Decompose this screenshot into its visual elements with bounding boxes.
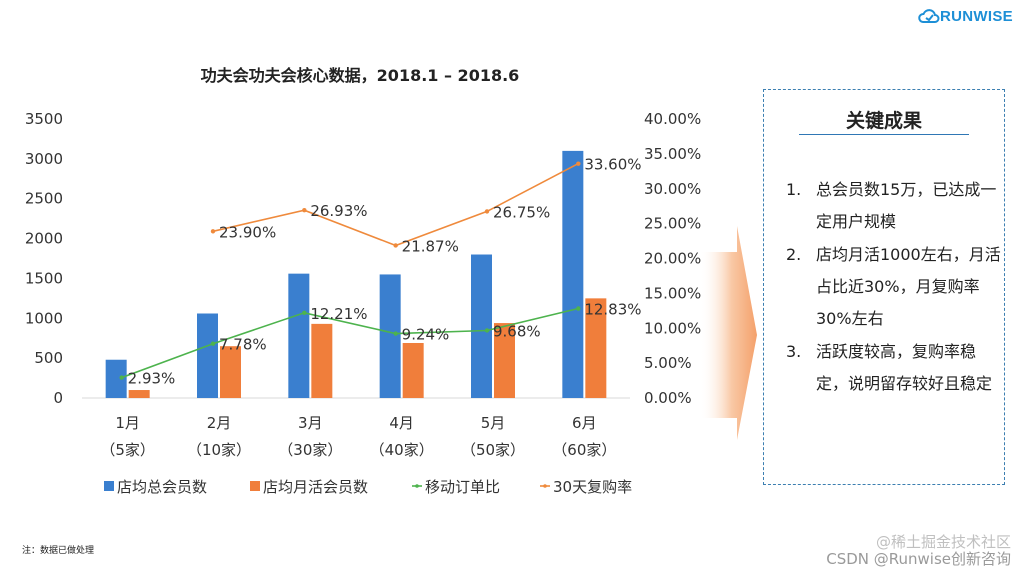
bar-total-members bbox=[562, 150, 584, 398]
right-axis-tick-label: 15.00% bbox=[644, 284, 701, 302]
key-results-title: 关键成果 bbox=[845, 110, 922, 132]
repurchase-rate-point bbox=[210, 229, 216, 234]
bar-active-members bbox=[128, 390, 150, 398]
chart-title: 功夫会功夫会核心数据，2018.1 – 2018.6 bbox=[200, 66, 520, 85]
list-item-text: 总会员数15万，已达成一定用户规模 bbox=[816, 180, 997, 231]
watermark: @稀土掘金技术社区 CSDN @Runwise创新咨询 bbox=[826, 534, 1011, 568]
data-label: 2.93% bbox=[128, 370, 176, 388]
repurchase-rate-point bbox=[484, 209, 490, 214]
x-axis-tick-label: 1月 bbox=[115, 414, 140, 432]
left-axis-tick-label: 500 bbox=[34, 349, 63, 367]
right-axis-tick-label: 20.00% bbox=[644, 250, 701, 268]
mobile-order-ratio-point bbox=[576, 306, 581, 311]
right-axis-tick-label: 0.00% bbox=[644, 389, 692, 407]
key-results-list: 1. 总会员数15万，已达成一定用户规模 2. 店均月活1000左右，月活占比近… bbox=[786, 174, 1001, 401]
mobile-order-ratio-point bbox=[302, 310, 307, 316]
legend-label: 30天复购率 bbox=[553, 478, 632, 496]
right-axis-tick-label: 30.00% bbox=[644, 180, 701, 198]
right-axis-tick-label: 10.00% bbox=[644, 319, 701, 337]
watermark-line2: CSDN @Runwise创新咨询 bbox=[826, 550, 1011, 568]
data-label: 7.78% bbox=[219, 336, 267, 354]
footnote: 注：数据已做处理 bbox=[22, 546, 95, 556]
bar-active-members bbox=[402, 342, 424, 398]
mobile-order-ratio-line bbox=[121, 307, 579, 379]
list-item: 2. 店均月活1000左右，月活占比近30%，月复购率30%左右 bbox=[786, 239, 1001, 335]
x-axis-tick-sublabel: （60家） bbox=[552, 441, 616, 459]
data-label: 26.93% bbox=[310, 202, 367, 220]
left-axis-tick-label: 3000 bbox=[25, 150, 63, 168]
repurchase-rate-point bbox=[576, 161, 581, 166]
list-item: 1. 总会员数15万，已达成一定用户规模 bbox=[786, 174, 1001, 238]
brand-logo: RUNWISE bbox=[918, 7, 1018, 29]
legend-label: 移动订单比 bbox=[425, 478, 500, 496]
legend-marker bbox=[543, 484, 547, 488]
mobile-order-ratio-point bbox=[119, 375, 124, 380]
x-axis-tick-sublabel: （5家） bbox=[100, 441, 155, 459]
list-item-number: 2. bbox=[786, 245, 802, 264]
core-data-chart: 0 500 1000 1500 2000 2500 3000 3500 0.00% 5.00% 10… bbox=[25, 110, 757, 496]
data-label: 23.90% bbox=[219, 223, 276, 241]
left-axis-tick-label: 2500 bbox=[25, 190, 63, 208]
left-axis-tick-label: 0 bbox=[53, 389, 63, 407]
mobile-order-ratio-point bbox=[393, 331, 398, 336]
brand-name: RUNWISE bbox=[940, 8, 1013, 25]
mobile-order-ratio-point bbox=[484, 328, 490, 333]
data-label: 12.83% bbox=[584, 301, 641, 319]
x-axis-tick-label: 6月 bbox=[572, 414, 597, 432]
data-label: 26.75% bbox=[493, 203, 550, 221]
list-item-text: 活跃度较高，复购率稳定，说明留存较好且稳定 bbox=[816, 342, 993, 393]
x-axis-tick-label: 5月 bbox=[481, 414, 506, 432]
left-axis-tick-label: 1000 bbox=[25, 309, 63, 327]
bar-active-members bbox=[585, 298, 607, 398]
list-item: 3. 活跃度较高，复购率稳定，说明留存较好且稳定 bbox=[786, 336, 1001, 400]
x-axis-tick-label: 4月 bbox=[389, 414, 414, 432]
left-axis-tick-label: 3500 bbox=[25, 110, 63, 128]
data-label: 9.68% bbox=[493, 322, 541, 340]
transition-arrow-icon bbox=[700, 226, 757, 440]
x-axis-tick-sublabel: （40家） bbox=[370, 441, 434, 459]
data-label: 33.60% bbox=[584, 156, 641, 174]
bar-active-members bbox=[220, 346, 241, 398]
data-label: 12.21% bbox=[310, 305, 367, 323]
legend-swatch bbox=[250, 481, 260, 491]
legend-label: 店均月活会员数 bbox=[263, 478, 368, 496]
x-axis-tick-label: 2月 bbox=[207, 414, 232, 432]
bar-total-members bbox=[288, 273, 310, 398]
data-label: 21.87% bbox=[402, 237, 459, 255]
key-results-panel: 关键成果 1. 总会员数15万，已达成一定用户规模 2. 店均月活1000左右，… bbox=[763, 89, 1005, 485]
repurchase-rate-point bbox=[393, 243, 398, 248]
bar-total-members bbox=[105, 359, 127, 398]
x-axis-tick-sublabel: （30家） bbox=[278, 441, 342, 459]
bar-total-members bbox=[197, 313, 218, 398]
bar-active-members bbox=[311, 323, 333, 398]
bar-total-members bbox=[379, 274, 401, 398]
watermark-line1: @稀土掘金技术社区 bbox=[875, 533, 1011, 551]
x-axis-tick-sublabel: （10家） bbox=[187, 441, 251, 459]
list-item-number: 3. bbox=[786, 342, 802, 361]
right-axis-tick-label: 5.00% bbox=[644, 354, 692, 372]
left-axis-tick-label: 2000 bbox=[25, 230, 63, 248]
mobile-order-ratio-point bbox=[210, 341, 216, 346]
data-label: 9.24% bbox=[402, 326, 450, 344]
repurchase-rate-point bbox=[302, 207, 307, 213]
x-axis-tick-label: 3月 bbox=[298, 414, 323, 432]
list-item-number: 1. bbox=[786, 180, 802, 199]
left-axis-tick-label: 1500 bbox=[25, 269, 63, 287]
legend-marker bbox=[415, 484, 419, 488]
right-axis-tick-label: 40.00% bbox=[644, 110, 701, 128]
list-item-text: 店均月活1000左右，月活占比近30%，月复购率30%左右 bbox=[816, 245, 1001, 328]
bar-active-members bbox=[494, 323, 515, 398]
cloud-logo-icon bbox=[918, 9, 940, 23]
legend-label: 店均总会员数 bbox=[117, 478, 207, 496]
x-axis-tick-sublabel: （50家） bbox=[461, 441, 525, 459]
right-axis-tick-label: 25.00% bbox=[644, 215, 701, 233]
legend-swatch bbox=[104, 481, 114, 491]
right-axis-tick-label: 35.00% bbox=[644, 145, 701, 163]
key-results-divider bbox=[799, 134, 969, 135]
bar-total-members bbox=[471, 254, 492, 398]
